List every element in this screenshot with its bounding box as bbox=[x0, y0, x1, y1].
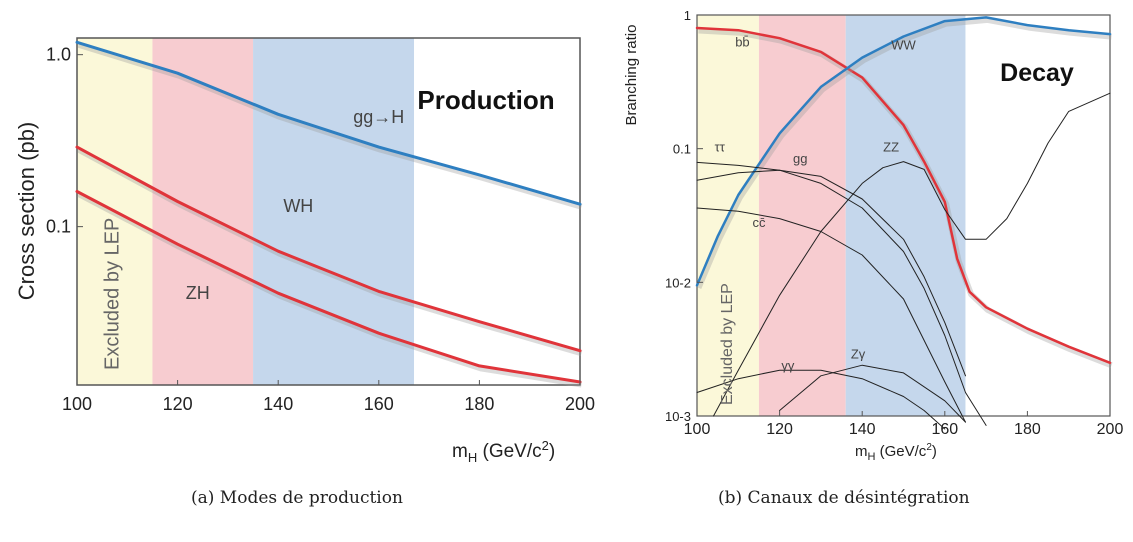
plot-frame bbox=[76, 37, 581, 386]
figure: Excluded by LEP 100 120 140 160 180 200 1.0 0.… bbox=[14, 8, 1123, 465]
series-line-wh bbox=[75, 145, 582, 353]
caption-b: (b) Canaux de désintégration bbox=[718, 488, 970, 508]
series-label-series: ττ bbox=[715, 140, 726, 155]
series-line-gg-h bbox=[75, 40, 582, 206]
series-line-zh bbox=[75, 190, 582, 384]
x-tick-label: 180 bbox=[1014, 421, 1041, 438]
series-label-zz: ZZ bbox=[883, 140, 899, 155]
series-label-z: Zγ bbox=[851, 346, 866, 361]
series-line-series bbox=[696, 369, 946, 430]
series-label-ww: WW bbox=[891, 38, 916, 53]
series-shadow-ww bbox=[695, 16, 1112, 289]
series-label-cc: cc̄ bbox=[752, 215, 766, 230]
y-tick-label: 1 bbox=[684, 8, 691, 23]
y-tick-label: 1.0 bbox=[46, 45, 71, 65]
band-label: Excluded by LEP bbox=[102, 218, 124, 370]
series-line-bb bbox=[695, 26, 1112, 365]
excluded-band bbox=[758, 15, 846, 416]
production-chart: Excluded by LEP 100 120 140 160 180 200 1.0 0.… bbox=[14, 37, 595, 465]
x-tick-label: 180 bbox=[464, 394, 494, 414]
y-tick-label: 0.1 bbox=[46, 217, 71, 237]
series-shadow-gg-h bbox=[77, 41, 583, 210]
series-label-gg-h: gg→H bbox=[353, 107, 404, 127]
x-tick-label: 160 bbox=[931, 421, 958, 438]
band-label: Excluded by LEP bbox=[719, 283, 736, 405]
series-line-zz bbox=[713, 92, 1111, 417]
series-line-series bbox=[696, 161, 987, 426]
panel-title: Decay bbox=[1000, 59, 1074, 87]
x-axis-label: mH (GeV/c2) bbox=[452, 438, 555, 465]
series-line-ww bbox=[695, 16, 1112, 287]
y-tick-label: 10-2 bbox=[665, 275, 691, 290]
y-axis-label: Cross section (pb) bbox=[14, 122, 39, 301]
excluded-band bbox=[253, 38, 415, 385]
x-tick-label: 160 bbox=[364, 394, 394, 414]
y-tick-label: 0.1 bbox=[673, 142, 691, 157]
x-tick-label: 120 bbox=[766, 421, 793, 438]
x-tick-label: 140 bbox=[263, 394, 293, 414]
series-label-bb: bb̄ bbox=[735, 35, 749, 50]
series-line-gg bbox=[696, 169, 966, 377]
x-tick-label: 200 bbox=[1097, 421, 1124, 438]
panel-title: Production bbox=[417, 85, 554, 115]
series-label-series: γγ bbox=[781, 358, 795, 373]
series-label-gg: gg bbox=[793, 151, 807, 166]
x-tick-label: 100 bbox=[684, 421, 711, 438]
x-tick-label: 120 bbox=[163, 394, 193, 414]
series-label-zh: ZH bbox=[186, 283, 210, 303]
y-tick-label: 10-3 bbox=[665, 409, 691, 424]
series-shadow-zh bbox=[77, 191, 582, 388]
x-tick-label: 140 bbox=[849, 421, 876, 438]
x-axis-label: mH (GeV/c2) bbox=[855, 442, 937, 463]
y-axis-label: Branching ratio bbox=[623, 25, 640, 126]
x-tick-label: 100 bbox=[62, 394, 92, 414]
series-line-z bbox=[779, 364, 966, 423]
plot-frame bbox=[696, 14, 1111, 417]
x-tick-label: 200 bbox=[565, 394, 595, 414]
caption-a: (a) Modes de production bbox=[191, 488, 403, 508]
excluded-band bbox=[152, 38, 254, 385]
series-label-wh: WH bbox=[283, 196, 313, 216]
decay-chart: Excluded by LEP 100 120 140 160 180 200 1 0.1 1… bbox=[623, 8, 1123, 463]
series-line-cc bbox=[696, 207, 966, 423]
